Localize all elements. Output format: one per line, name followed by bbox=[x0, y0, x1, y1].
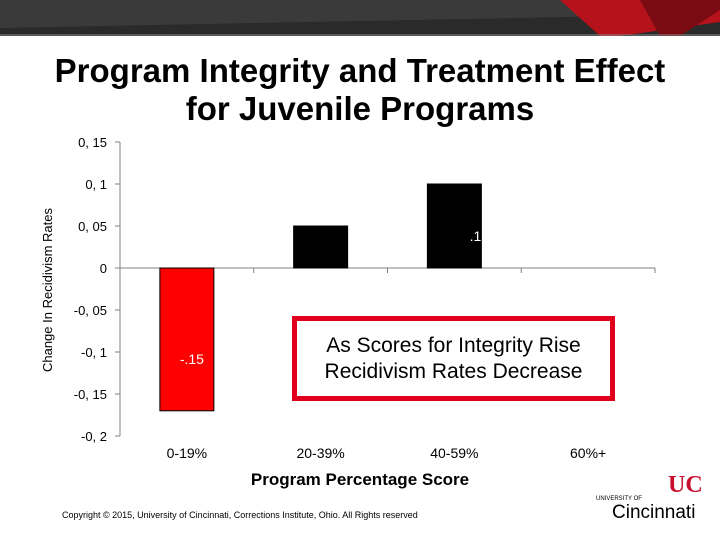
y-tick-label: 0, 1 bbox=[85, 177, 107, 192]
slide-title-line-1: Program Integrity and Treatment Effect bbox=[54, 52, 666, 89]
university-logo: UC UNIVERSITY OF Cincinnati bbox=[596, 472, 703, 523]
y-axis-title: Change In Recidivism Rates bbox=[40, 207, 55, 372]
x-tick-label: 60%+ bbox=[570, 445, 606, 461]
bar bbox=[426, 183, 482, 269]
bar bbox=[293, 225, 349, 269]
y-tick-label: -0, 1 bbox=[81, 345, 107, 360]
logo-small-text: UNIVERSITY OF bbox=[596, 496, 642, 502]
x-tick-label: 40-59% bbox=[430, 445, 478, 461]
slide-title: Program Integrity and Treatment Effect f… bbox=[0, 52, 720, 128]
y-tick-label: -0, 15 bbox=[74, 387, 107, 402]
y-tick-label: 0 bbox=[100, 261, 107, 276]
bar-data-label: -.15 bbox=[180, 351, 204, 367]
slide-title-line-2: for Juvenile Programs bbox=[185, 90, 535, 127]
bar bbox=[159, 267, 215, 412]
callout-line-2: Recidivism Rates Decrease bbox=[324, 359, 583, 383]
x-tick-label: 0-19% bbox=[167, 445, 207, 461]
copyright-footer: Copyright © 2015, University of Cincinna… bbox=[62, 510, 418, 520]
y-tick-label: -0, 05 bbox=[74, 303, 107, 318]
x-tick-label: 20-39% bbox=[296, 445, 344, 461]
y-tick-label: 0, 15 bbox=[78, 135, 107, 150]
header-banner bbox=[0, 0, 720, 36]
callout-box: As Scores for Integrity Rise Recidivism … bbox=[292, 316, 615, 401]
y-tick-label: -0, 2 bbox=[81, 429, 107, 444]
x-axis-title: Program Percentage Score bbox=[250, 470, 470, 489]
callout-line-1: As Scores for Integrity Rise bbox=[326, 333, 581, 357]
logo-mark: UC bbox=[668, 472, 703, 498]
logo-name: Cincinnati bbox=[612, 502, 695, 523]
y-tick-label: 0, 05 bbox=[78, 219, 107, 234]
bar-data-label: .12 bbox=[470, 228, 490, 244]
